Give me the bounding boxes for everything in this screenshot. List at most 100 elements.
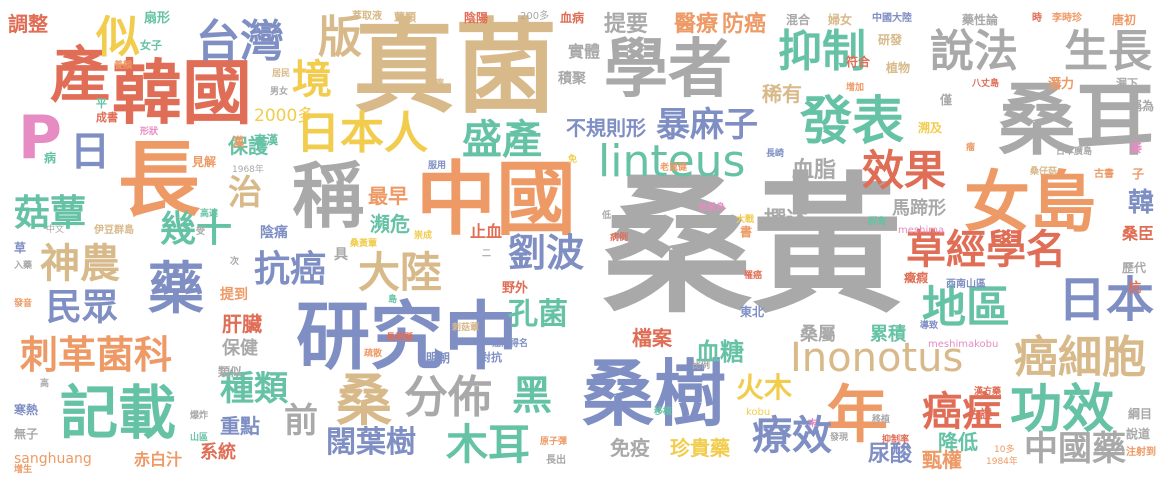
- word-cigunxun: 刺菇蕈: [452, 323, 480, 333]
- word-yizhilv: 抑制率: [882, 435, 910, 445]
- word-yuanzidan: 原子彈: [540, 437, 568, 447]
- word-liubo: 劉波: [508, 231, 585, 275]
- word-mingchao: 明朝: [426, 351, 451, 365]
- word-duikang: 對抗: [480, 351, 502, 364]
- word-donghan: 東漢: [254, 133, 279, 147]
- word-sanghuang-latin: sanghuang: [14, 451, 92, 467]
- word-fayin: 發音: [14, 299, 33, 309]
- word-ci: 次: [230, 257, 240, 267]
- word-xingzhuang: 形狀: [140, 127, 159, 137]
- word-baozha: 爆炸: [190, 411, 209, 421]
- word-diqu: 地區: [922, 282, 1010, 333]
- word-hei: 黑: [512, 373, 552, 419]
- word-dazhan: 大戰: [736, 215, 755, 225]
- word-nannv: 男女: [270, 87, 289, 97]
- word-fuhe: 符合: [846, 55, 871, 69]
- word-dongbei: 東北: [740, 305, 765, 319]
- word-junlei: 蕈類: [394, 11, 416, 24]
- word-chengshu: 成書: [96, 111, 118, 124]
- word-mian: 免: [568, 155, 578, 165]
- word-nian: 年: [826, 378, 889, 451]
- word-minzhong: 民眾: [46, 287, 119, 328]
- word-shu: 書: [740, 225, 753, 239]
- word-hunhe: 混合: [786, 13, 811, 27]
- word-jiju: 積聚: [558, 71, 586, 87]
- word-zuozheng: 佐證: [968, 407, 993, 421]
- word-chang: 長: [118, 133, 201, 228]
- word-hanfangyao: 漢方藥: [974, 387, 1002, 397]
- word-zhiwu: 植物: [886, 61, 911, 75]
- word-niaosuan: 尿酸: [868, 442, 913, 467]
- word-kangai: 抗癌: [254, 249, 327, 290]
- word-jumin: 居民: [272, 69, 291, 79]
- word-1968nian: 1968年: [232, 165, 264, 175]
- word-lidai: 歷代: [1122, 261, 1147, 275]
- word-buguize: 不規則形: [566, 116, 646, 140]
- word-tidao: 提到: [220, 287, 248, 303]
- word-lishizhen: 李時珍: [1052, 13, 1082, 24]
- word-riben: 日本: [1058, 272, 1155, 328]
- word-gushu: 古書: [1094, 169, 1114, 180]
- word-bili: 比例: [692, 361, 711, 371]
- word-zhongguoyao: 中國藥: [1024, 429, 1126, 469]
- word-sanghuangxun: 桑黃蕈: [350, 239, 378, 249]
- word-yewai: 野外: [502, 281, 529, 296]
- word-shiti: 實體: [568, 42, 601, 61]
- word-chongcheng: 崇成: [414, 231, 433, 241]
- word-yanjiuzhong: 研究中: [296, 294, 518, 380]
- word-gongxiao: 功效: [1010, 380, 1115, 440]
- word-ri: 日: [70, 129, 110, 175]
- word-han-dynasty: 漢: [232, 135, 245, 149]
- word-chengwei: 稱為: [1130, 99, 1155, 113]
- word-kobu: kobu: [746, 407, 771, 418]
- word-dangan: 檔案: [632, 326, 672, 350]
- word-zhongguo: 中國: [416, 153, 576, 246]
- word-di: 低: [602, 211, 612, 221]
- word-shi: 時: [1032, 13, 1042, 24]
- word-sanghuang: 桑黃: [602, 160, 903, 334]
- word-zhenjun: 真菌: [353, 9, 557, 128]
- word-changqixian: 長崎縣: [386, 333, 414, 343]
- word-jing: 境: [292, 57, 332, 103]
- word-zhenquan: 甄權: [922, 448, 962, 472]
- word-hanre: 寒熱: [14, 403, 39, 417]
- word-fabiao: 發表: [800, 92, 905, 152]
- word-funv: 婦女: [828, 13, 853, 27]
- word-yinyang: 陰陽: [464, 11, 489, 25]
- word-xinanshanqu: 西南山區: [946, 279, 986, 290]
- word-kuoyeshu: 闊葉樹: [326, 425, 416, 460]
- word-yaoxinglun: 藥性論: [962, 13, 999, 27]
- word-gumo: 菇蕈: [14, 193, 87, 234]
- word-yizhi-2: 移植: [654, 407, 673, 417]
- word-zi: 子: [1132, 167, 1145, 181]
- word-faxian: 發現: [830, 433, 849, 443]
- word-laoshujian: 老鼠健: [660, 163, 688, 173]
- word-zhangchu: 長出: [546, 455, 566, 466]
- word-aixibao: 癌細胞: [1014, 332, 1146, 383]
- word-louxia: 漏下: [1116, 77, 1138, 90]
- word-shusan: 疏散: [364, 349, 383, 359]
- word-xuezhi: 血脂: [792, 158, 837, 183]
- word-binwei: 瀕危: [370, 212, 410, 236]
- word-yintong: 陰痛: [260, 225, 288, 241]
- word-caojingxueming: 草經學名: [906, 227, 1066, 273]
- word-p: P: [18, 103, 62, 173]
- word-200duo: 200多: [520, 11, 550, 22]
- word-si: 似: [96, 12, 140, 63]
- word-muer: 木耳: [446, 420, 531, 469]
- word-liu: 瘤: [966, 143, 976, 153]
- word-yizhi-transplant: 移植: [872, 415, 891, 425]
- word-yangyan: 養顏: [114, 61, 133, 71]
- word-xuebing: 血病: [560, 11, 585, 25]
- word-qianli: 潛力: [1048, 77, 1075, 92]
- word-leiji: 累積: [870, 324, 906, 345]
- word-zhuanshu: 撰述: [764, 208, 809, 233]
- word-sangchen: 桑臣: [1122, 224, 1155, 243]
- word-baojian: 保健: [222, 338, 258, 359]
- word-kang: 抗: [1128, 281, 1142, 296]
- word-xiyou: 稀有: [762, 82, 802, 106]
- word-zengjia: 增加: [846, 83, 865, 93]
- word-jizai: 記載: [60, 379, 177, 447]
- word-jin: 僅: [940, 93, 953, 107]
- word-kongjun: 孔菌: [508, 297, 568, 332]
